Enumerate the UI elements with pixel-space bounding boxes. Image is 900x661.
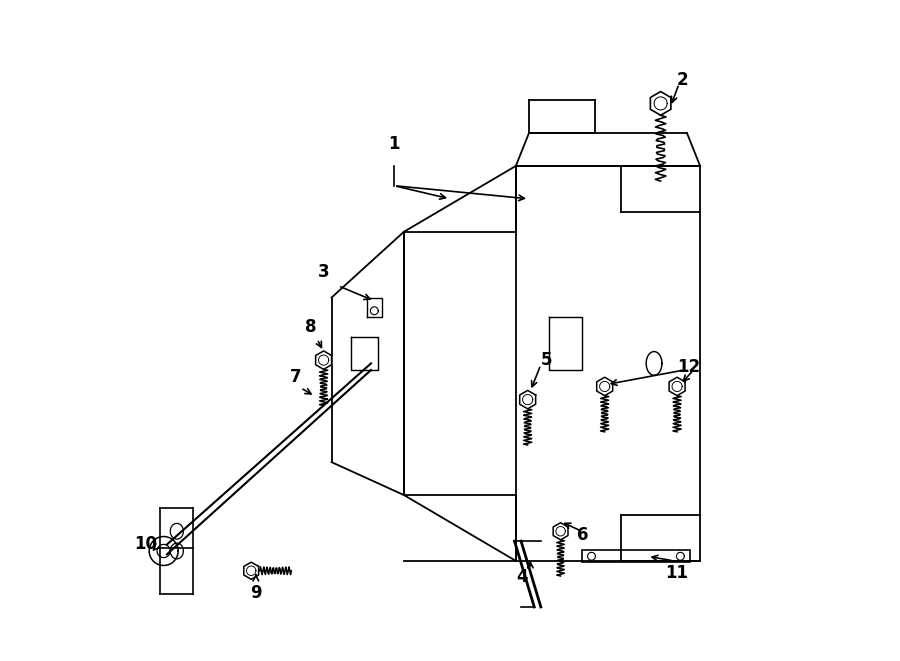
Text: 1: 1 <box>388 135 400 153</box>
Text: 2: 2 <box>677 71 688 89</box>
Polygon shape <box>669 377 685 396</box>
Text: 5: 5 <box>541 351 553 369</box>
Text: 8: 8 <box>305 318 316 336</box>
Polygon shape <box>244 563 258 579</box>
Text: 7: 7 <box>290 368 302 387</box>
Text: 6: 6 <box>577 525 589 543</box>
Text: 3: 3 <box>318 263 329 281</box>
Text: 4: 4 <box>516 568 527 586</box>
Text: 9: 9 <box>250 584 262 602</box>
Text: 11: 11 <box>666 564 688 582</box>
Polygon shape <box>519 391 536 408</box>
Text: 10: 10 <box>134 535 158 553</box>
Polygon shape <box>651 92 670 115</box>
Polygon shape <box>316 351 331 369</box>
Polygon shape <box>554 523 568 540</box>
Text: 12: 12 <box>677 358 700 375</box>
Polygon shape <box>597 377 613 396</box>
Bar <box>581 551 690 563</box>
